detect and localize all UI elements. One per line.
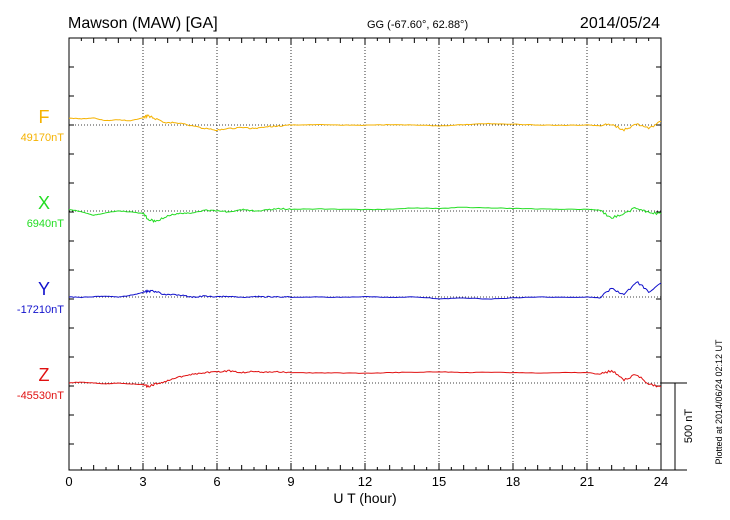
baseline-value-X: 6940nT: [27, 218, 65, 230]
x-tick-label-21: 21: [580, 474, 594, 489]
channel-labels: F 49170nT X 6940nT Y -17210nT Z -45530nT: [17, 107, 64, 402]
vertical-gridlines: [142, 38, 588, 470]
channel-label-Z: Z: [39, 365, 50, 385]
station-coordinates: GG (-67.60°, 62.88°): [367, 19, 468, 31]
plot-date: 2014/05/24: [580, 15, 660, 32]
x-tick-labels: 0 3 6 9 12 15 18 21 24: [65, 474, 668, 489]
x-tick-label-0: 0: [65, 474, 72, 489]
channel-label-F: F: [39, 107, 50, 127]
series-line-Y: [68, 281, 662, 300]
tick-marks: [68, 38, 662, 470]
station-title: Mawson (MAW) [GA]: [68, 15, 218, 32]
x-tick-label-15: 15: [432, 474, 446, 489]
scale-bar: 500 nT: [661, 382, 695, 471]
x-tick-label-18: 18: [506, 474, 520, 489]
scale-bar-label: 500 nT: [683, 409, 695, 444]
x-tick-label-12: 12: [358, 474, 372, 489]
channel-label-Y: Y: [38, 279, 50, 299]
x-tick-label-24: 24: [654, 474, 668, 489]
series-line-X: [68, 206, 662, 223]
channel-label-X: X: [38, 193, 50, 213]
series-line-Z: [68, 369, 662, 388]
x-axis-label: U T (hour): [333, 490, 396, 506]
series-line-F: [68, 114, 661, 132]
baseline-value-Y: -17210nT: [17, 304, 64, 316]
baseline-value-F: 49170nT: [21, 132, 65, 144]
x-tick-label-6: 6: [213, 474, 220, 489]
x-tick-label-9: 9: [287, 474, 294, 489]
series-lines: [68, 114, 662, 388]
x-tick-label-3: 3: [139, 474, 146, 489]
baseline-value-Z: -45530nT: [17, 390, 64, 402]
plotted-timestamp: Plotted at 2014/06/24 02:12 UT: [714, 339, 724, 465]
